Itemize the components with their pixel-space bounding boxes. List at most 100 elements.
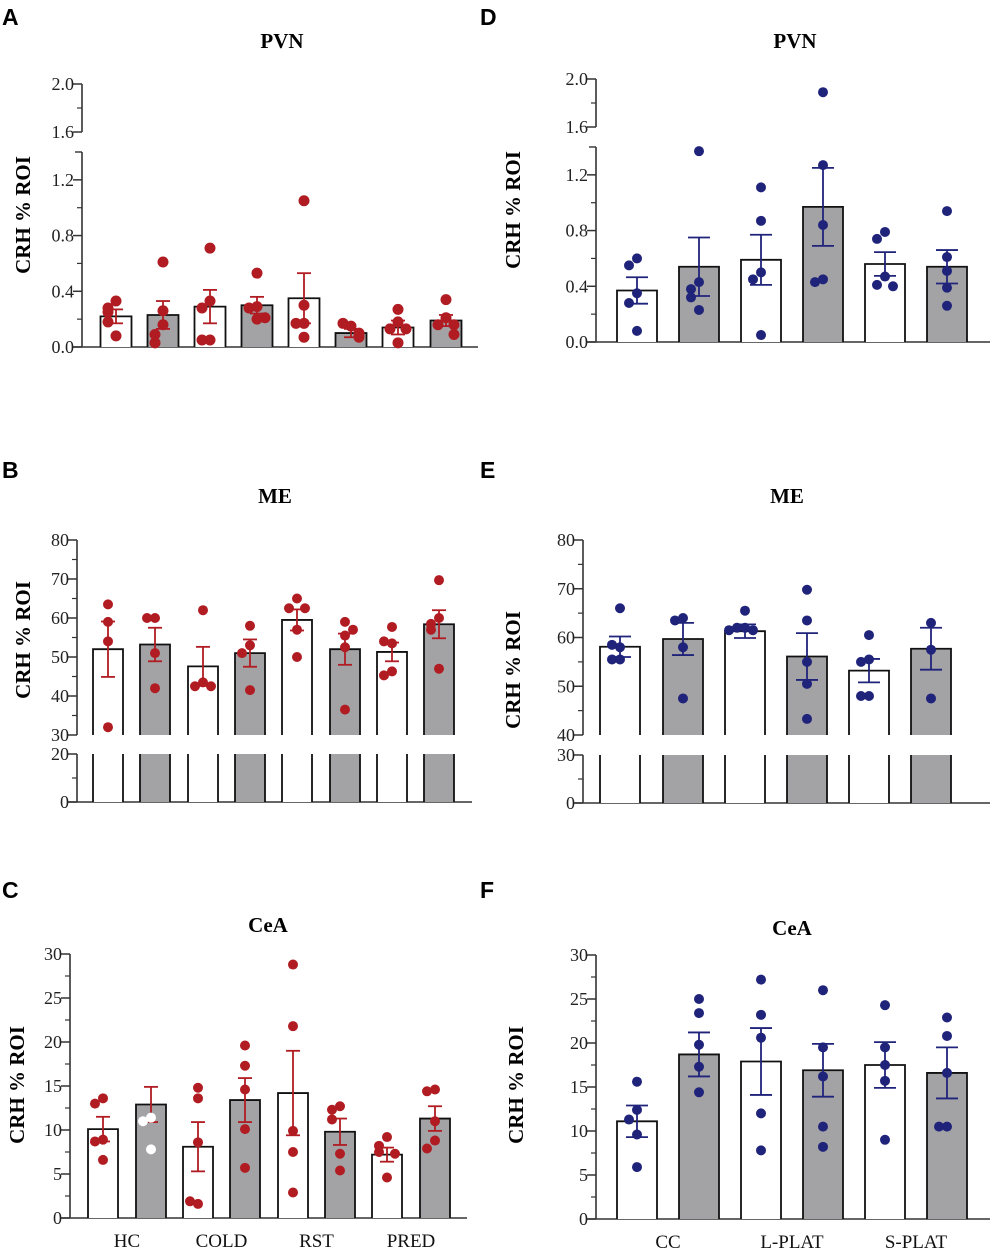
data-point	[150, 648, 160, 659]
bar-outline	[234, 754, 266, 802]
data-point	[204, 334, 216, 346]
bar-group	[240, 267, 274, 347]
bar-group	[678, 994, 720, 1219]
bar-group	[281, 593, 313, 802]
data-point	[193, 1082, 203, 1093]
x-category-label: HC	[114, 1231, 140, 1251]
bar-fill	[377, 754, 407, 802]
data-point	[694, 146, 704, 157]
bar-group	[324, 1101, 356, 1218]
data-point	[756, 1145, 766, 1156]
y-tick-label: 40	[557, 725, 575, 745]
bar-outline	[92, 754, 124, 802]
y-tick-label: 0	[53, 1208, 62, 1228]
x-category-label: PRED	[387, 1231, 436, 1251]
bar-group	[802, 985, 844, 1219]
y-tick-label: 80	[51, 530, 69, 550]
y-tick-label: 0.0	[566, 332, 589, 352]
bar-fill	[787, 755, 827, 803]
data-point	[756, 215, 766, 226]
data-point	[856, 691, 866, 701]
bar-group	[423, 575, 455, 802]
panel-title: CeA	[772, 916, 812, 940]
data-point	[90, 1136, 100, 1147]
data-point	[942, 206, 952, 217]
data-point	[204, 242, 216, 254]
bar-group	[99, 295, 133, 347]
data-point	[432, 319, 444, 331]
data-point	[818, 1042, 828, 1053]
data-point	[251, 267, 263, 279]
data-point	[245, 640, 255, 651]
data-point	[422, 1086, 432, 1097]
y-tick-label: 50	[557, 676, 575, 696]
y-tick-label: 25	[44, 988, 62, 1008]
data-point	[448, 319, 460, 331]
data-point	[98, 1134, 108, 1145]
data-point	[400, 323, 412, 335]
data-point	[146, 1144, 156, 1155]
data-point	[434, 575, 444, 586]
data-point	[880, 1042, 890, 1053]
y-tick-label: 40	[51, 686, 69, 706]
y-axis-label: CRH % ROI	[5, 1026, 29, 1144]
panel-A: A PVN CRH % ROI 0.0 0.4 0.8 1.2 1.6 2.0	[2, 4, 478, 357]
data-point	[818, 160, 828, 171]
data-point	[802, 678, 812, 689]
data-point	[157, 305, 169, 317]
data-point	[384, 323, 396, 335]
data-point	[942, 265, 952, 276]
data-point	[740, 605, 750, 616]
data-point	[387, 666, 397, 677]
x-category-label: RST	[299, 1231, 334, 1251]
y-tick-label: 50	[51, 647, 69, 667]
data-point	[204, 295, 216, 307]
bar-fill	[377, 651, 407, 735]
data-point	[102, 306, 114, 318]
bar-fill	[849, 755, 889, 803]
data-point	[686, 284, 696, 295]
data-point	[934, 1121, 944, 1132]
y-tick-label: 0.4	[52, 281, 75, 301]
y-tick-label: 0.4	[566, 276, 589, 296]
panel-letter: E	[480, 457, 495, 483]
bar-fill	[235, 754, 265, 802]
data-point	[150, 683, 160, 694]
data-point	[748, 625, 758, 636]
y-tick-label: 20	[44, 1032, 62, 1052]
y-tick-label: 0.8	[566, 221, 589, 241]
bar-group	[926, 206, 968, 342]
bar-group	[616, 253, 658, 342]
data-point	[818, 985, 828, 996]
data-point	[298, 331, 310, 343]
data-point	[157, 319, 169, 331]
data-point	[624, 298, 634, 308]
data-point	[926, 693, 936, 704]
data-point	[756, 974, 766, 985]
y-tick-label: 60	[557, 628, 575, 648]
data-point	[926, 644, 936, 655]
data-point	[615, 654, 625, 665]
bar-fill	[663, 755, 703, 803]
data-point	[288, 1125, 298, 1136]
data-point	[724, 625, 734, 636]
panel-title: PVN	[773, 29, 816, 53]
data-point	[353, 331, 365, 343]
bar-group	[229, 1040, 261, 1218]
y-axis-label: CRH % ROI	[501, 611, 525, 729]
data-point	[382, 1172, 392, 1183]
data-point	[240, 1124, 250, 1135]
data-point	[292, 593, 302, 604]
bar-outline	[786, 755, 828, 803]
bar-outline	[848, 755, 890, 803]
y-tick-label: 20	[51, 744, 69, 764]
bar-group	[864, 226, 906, 342]
bar-group	[135, 1085, 167, 1218]
bar-outline	[187, 754, 219, 802]
data-point	[288, 959, 298, 970]
data-point	[615, 603, 625, 614]
data-point	[103, 722, 113, 733]
data-point	[756, 1009, 766, 1020]
data-point	[818, 1141, 828, 1152]
data-point	[340, 642, 350, 653]
